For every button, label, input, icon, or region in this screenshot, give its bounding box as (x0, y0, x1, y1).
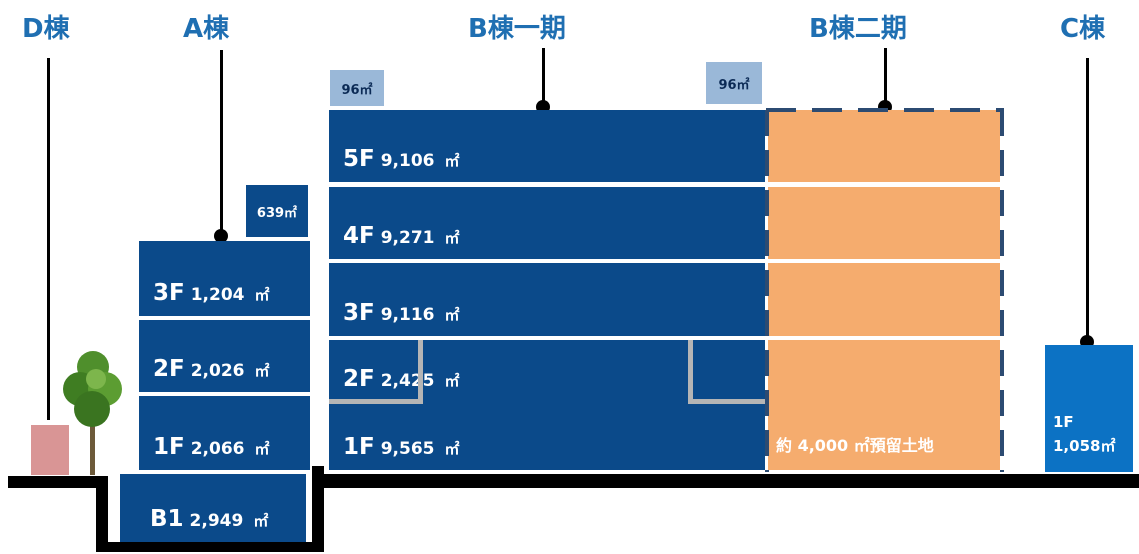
basement-floor (96, 542, 324, 552)
mezzanine-left-vertical (418, 340, 423, 404)
building-a-floor-b1: B1 2,949 ㎡ (120, 474, 306, 542)
building-c-floor: 1F (1053, 413, 1074, 431)
building-b2-title: B棟二期 (809, 14, 907, 44)
building-a-leader-dot (214, 229, 228, 243)
building-b2-reserved-label: 約 4,000 ㎡預留土地 (776, 436, 934, 455)
building-b2-4f (768, 187, 1000, 259)
ground-line-left (8, 476, 108, 488)
building-b2-leader (884, 48, 887, 106)
building-a-floor-3f: 3F 1,204 ㎡ (139, 241, 310, 316)
building-a-extra-box: 639㎡ (246, 185, 308, 237)
building-d-title: D棟 (22, 14, 70, 44)
building-b2-5f (768, 110, 1000, 182)
building-b1-floor-1f: 1F 9,565 ㎡ (329, 406, 765, 470)
mezzanine-left-horizontal (329, 399, 423, 404)
ground-line-right (312, 474, 1139, 488)
building-b2-dash-left (765, 110, 769, 472)
building-b1-floor-3f: 3F 9,116 ㎡ (329, 263, 765, 336)
building-b2-dash-right (1000, 110, 1004, 472)
building-a-leader (220, 50, 223, 234)
building-d-leader (47, 58, 50, 420)
building-c-title: C棟 (1060, 14, 1106, 44)
building-b1-floor-5f: 5F 9,106 ㎡ (329, 110, 765, 182)
building-b1-floor-4f: 4F 9,271 ㎡ (329, 187, 765, 259)
building-b1-leader (542, 48, 545, 106)
building-c-area: 1,058㎡ (1053, 437, 1116, 455)
building-b1-box-right: 96㎡ (706, 62, 762, 104)
building-b1-floor-2f: 2F 2,425 ㎡ (329, 340, 765, 406)
basement-wall-left (96, 476, 108, 552)
building-b2-dash-top (766, 108, 1004, 112)
building-c-block: 1F 1,058㎡ (1045, 345, 1133, 472)
building-b2-3f (768, 263, 1000, 336)
building-a-title: A棟 (183, 14, 230, 44)
building-b1-title: B棟一期 (468, 14, 566, 44)
building-b1-box-left: 96㎡ (330, 70, 384, 106)
building-d-block (31, 425, 69, 475)
building-c-leader (1086, 58, 1089, 340)
mezzanine-right-horizontal (688, 399, 765, 404)
mezzanine-right-vertical (688, 340, 693, 404)
building-a-floor-2f: 2F 2,026 ㎡ (139, 320, 310, 392)
tree-icon (63, 351, 122, 475)
building-a-floor-1f: 1F 2,066 ㎡ (139, 396, 310, 470)
building-b2-lower (768, 340, 1000, 470)
